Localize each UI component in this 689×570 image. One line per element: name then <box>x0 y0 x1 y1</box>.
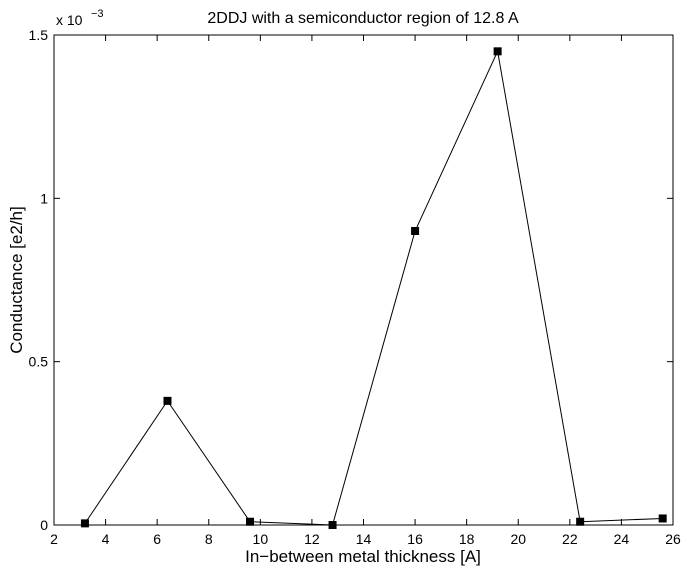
data-point <box>80 519 89 528</box>
x-tick-label: 18 <box>459 531 475 547</box>
y-ticks: 0 0.5 1 1.5 <box>29 27 673 533</box>
data-point <box>246 517 255 526</box>
data-point <box>163 396 172 405</box>
data-point <box>411 227 420 235</box>
x-tick-label: 10 <box>253 531 269 547</box>
y-exponent-power: −3 <box>91 8 104 20</box>
x-tick-label: 8 <box>205 531 213 547</box>
y-axis-label: Conductance [e2/h] <box>7 206 26 353</box>
series-line <box>84 49 663 526</box>
x-axis-label: In−between metal thickness [A] <box>245 547 481 566</box>
y-tick-label: 1.5 <box>29 27 49 43</box>
y-tick-label: 0 <box>40 517 48 533</box>
x-tick-label: 26 <box>665 531 681 547</box>
data-point <box>493 47 502 56</box>
chart-title: 2DDJ with a semiconductor region of 12.8… <box>207 10 519 27</box>
data-point <box>328 521 337 529</box>
x-tick-label: 12 <box>304 531 320 547</box>
x-tick-label: 2 <box>50 531 58 547</box>
x-tick-label: 4 <box>102 531 110 547</box>
x-ticks: 2 4 6 8 10 12 14 16 18 20 22 24 26 <box>50 35 681 547</box>
x-tick-label: 16 <box>407 531 423 547</box>
y-exponent: x 10 −3 <box>56 8 104 28</box>
data-point <box>658 514 667 523</box>
x-tick-label: 24 <box>614 531 630 547</box>
x-tick-label: 14 <box>356 531 372 547</box>
data-point <box>576 517 585 526</box>
x-tick-label: 22 <box>562 531 578 547</box>
y-tick-label: 1 <box>40 190 48 206</box>
series-group <box>80 47 667 529</box>
y-tick-label: 0.5 <box>29 354 49 370</box>
x-tick-label: 6 <box>153 531 161 547</box>
x-tick-label: 20 <box>510 531 526 547</box>
y-exponent-label: x 10 <box>56 12 83 28</box>
